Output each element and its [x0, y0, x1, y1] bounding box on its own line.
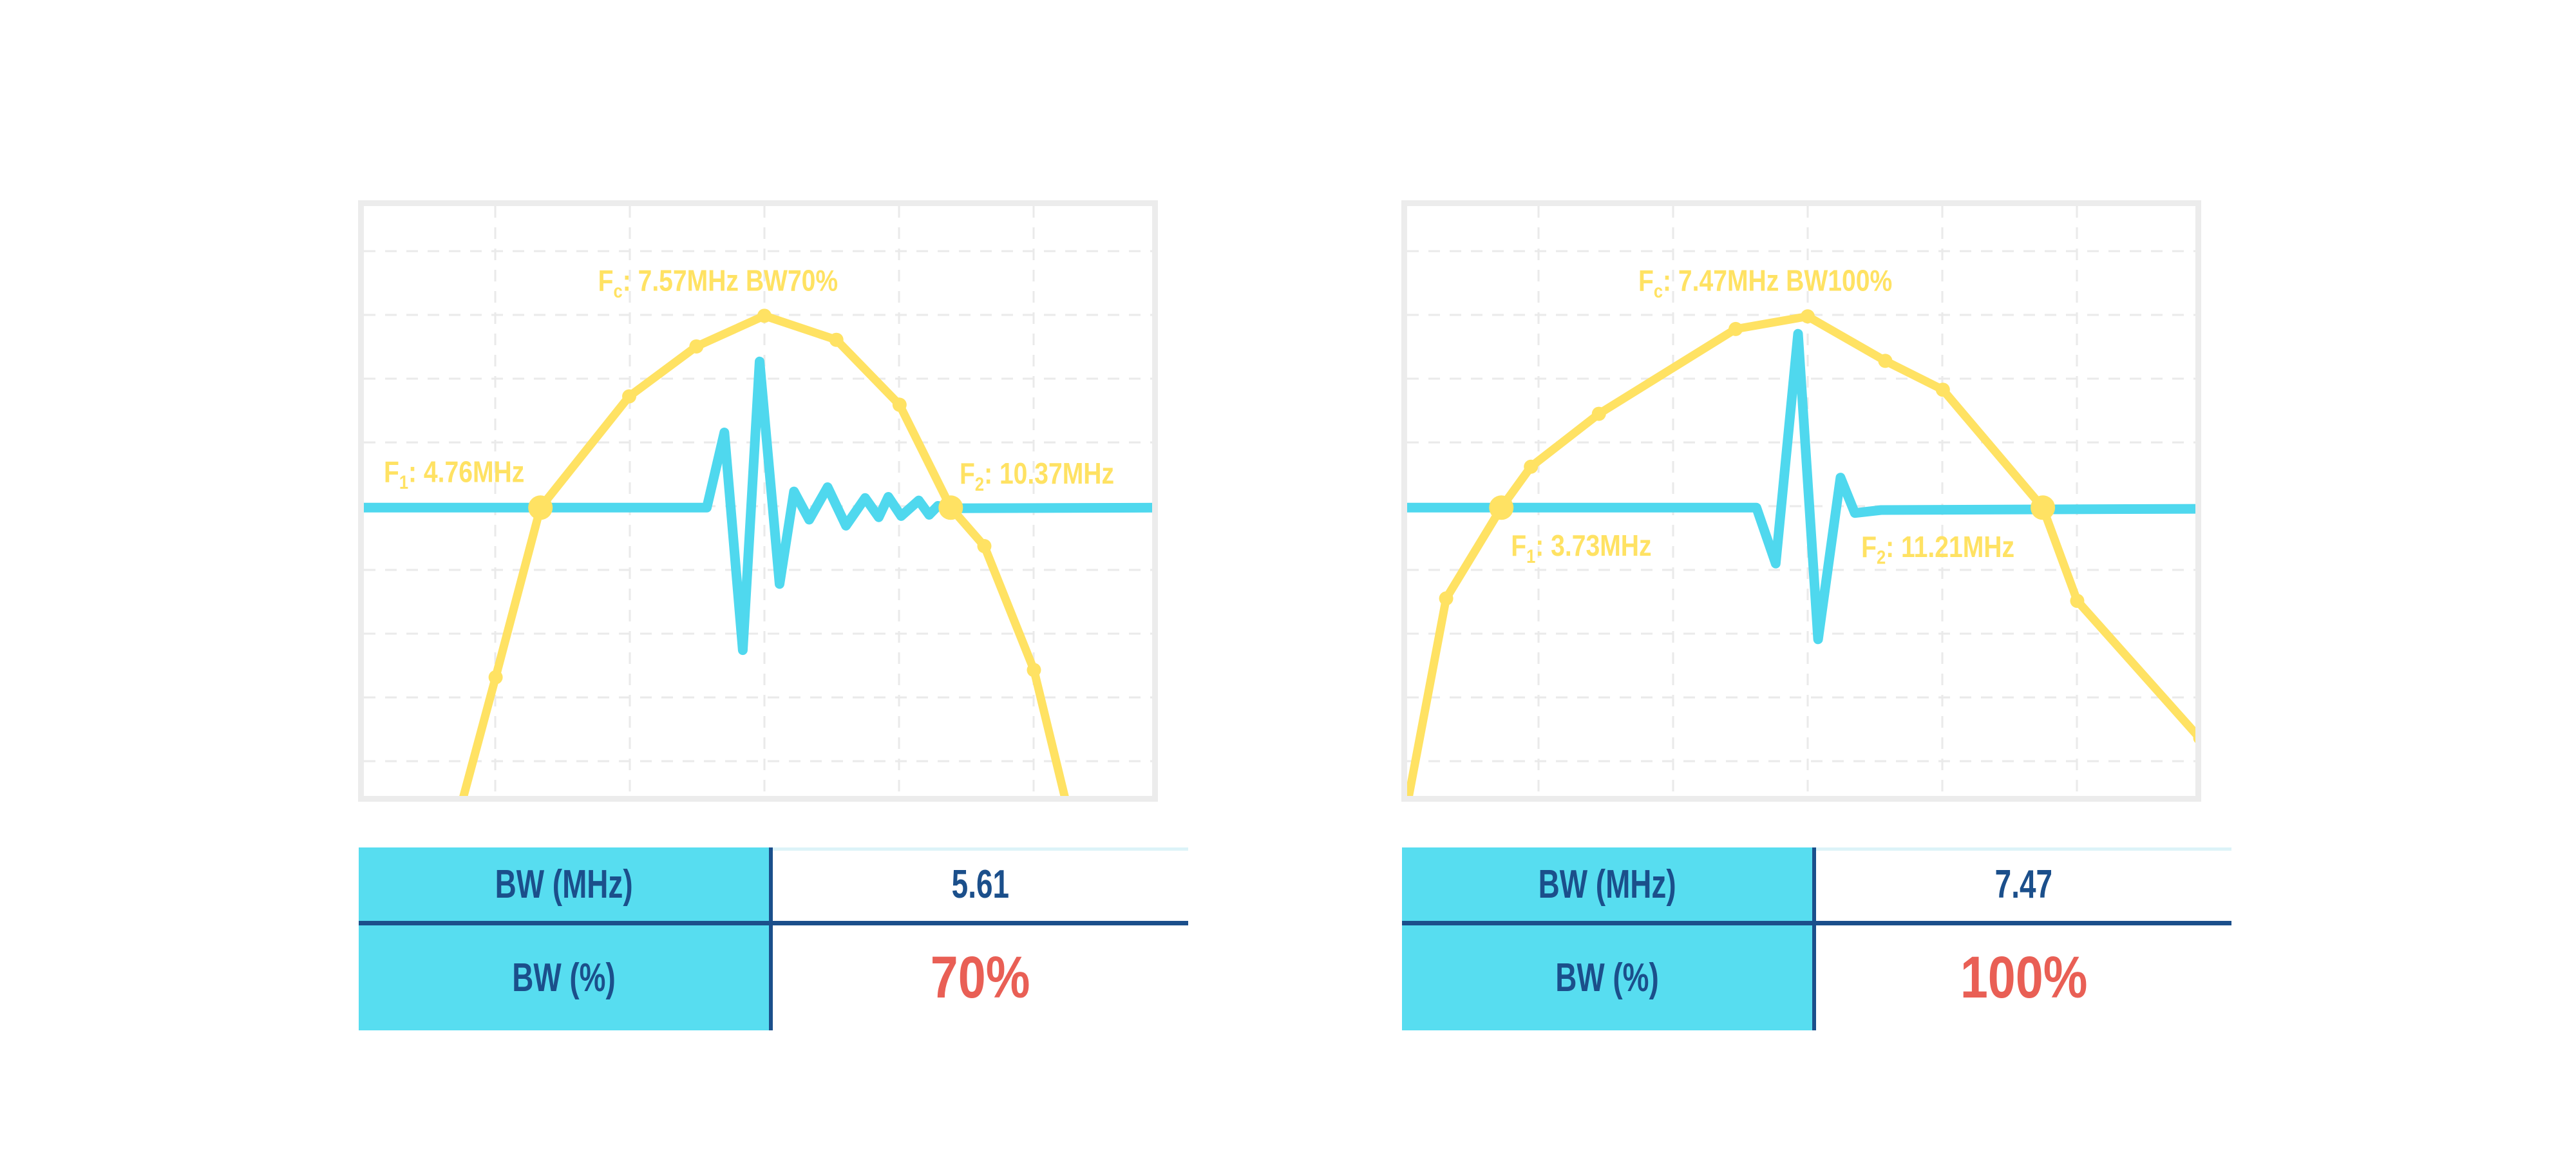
table-value-topline: [769, 847, 1188, 851]
table-vertical-divider: [769, 847, 773, 1030]
chart-bw70: Fc: 7.57MHz BW70% F1: 4.76MHz F2: 10.37MHz: [358, 200, 1158, 802]
chart-border: [1401, 200, 2201, 802]
spectrum-marker: [1728, 321, 1743, 336]
table-percent-text: 100%: [1960, 945, 2088, 1010]
band-edge-marker: [1489, 495, 1514, 520]
table-horizontal-divider: [1402, 921, 2231, 925]
pulse-waveform-line: [358, 356, 1158, 656]
spectrum-marker: [622, 389, 637, 404]
spectrum-marker: [1800, 309, 1815, 324]
spectrum-marker: [1439, 591, 1454, 606]
table-label-text: BW (%): [512, 956, 616, 1000]
chart-svg-bw70: Fc: 7.57MHz BW70% F1: 4.76MHz F2: 10.37MHz: [358, 200, 1158, 802]
chart-bw100: Fc: 7.47MHz BW100% F1: 3.73MHz F2: 11.21MH…: [1401, 200, 2201, 802]
spectrum-marker: [1591, 406, 1606, 421]
table-label-bw-pct: BW (%): [359, 925, 769, 1030]
pulse-waveform-line: [1401, 328, 2201, 645]
table-label-bw-pct: BW (%): [1402, 925, 1812, 1030]
table-value-text: 5.61: [951, 862, 1010, 907]
spectrum-marker: [892, 397, 907, 412]
table-value-bw-mhz: 7.47: [1816, 847, 2231, 921]
spectrum-marker: [1027, 663, 1041, 677]
table-value-bw-pct: 100%: [1816, 925, 2231, 1030]
table-label-bw-mhz: BW (MHz): [1402, 847, 1812, 921]
f2-label: F2: 11.21MHz: [1861, 531, 2014, 568]
chart-border: [358, 200, 1158, 802]
f1-label: F1: 3.73MHz: [1511, 529, 1651, 567]
table-label-text: BW (%): [1555, 956, 1659, 1000]
table-label-text: BW (MHz): [495, 862, 633, 907]
band-edge-marker: [2031, 495, 2056, 520]
bw-table-bw100: BW (MHz) 7.47 BW (%) 100%: [1402, 847, 2231, 1030]
table-percent-text: 70%: [931, 945, 1030, 1010]
chart-svg-bw100: Fc: 7.47MHz BW100% F1: 3.73MHz F2: 11.21MH…: [1401, 200, 2201, 802]
f1-label: F1: 4.76MHz: [384, 455, 524, 493]
f2-label: F2: 10.37MHz: [960, 457, 1114, 495]
table-vertical-divider: [1812, 847, 1816, 1030]
table-horizontal-divider: [359, 921, 1188, 925]
spectrum-marker: [689, 339, 704, 354]
spectrum-marker: [2070, 594, 2085, 609]
table-label-column: [359, 847, 769, 1030]
fc-label: Fc: 7.57MHz BW70%: [598, 264, 838, 301]
spectrum-marker: [977, 539, 992, 554]
table-value-topline: [1812, 847, 2231, 851]
table-value-text: 7.47: [1994, 862, 2053, 907]
spectrum-marker: [829, 332, 844, 347]
fc-label: Fc: 7.47MHz BW100%: [1638, 264, 1892, 301]
spectrum-marker: [1935, 383, 1950, 397]
table-label-column: [1402, 847, 1812, 1030]
table-value-bw-pct: 70%: [773, 925, 1188, 1030]
table-label-bw-mhz: BW (MHz): [359, 847, 769, 921]
spectrum-marker: [1878, 354, 1893, 368]
table-label-text: BW (MHz): [1538, 862, 1676, 907]
spectrum-line: [458, 311, 1070, 802]
spectrum-line: [1403, 312, 2201, 802]
panel-bw100: Fc: 7.47MHz BW100% F1: 3.73MHz F2: 11.21MH…: [1401, 0, 2239, 1154]
band-edge-marker: [938, 495, 963, 520]
table-value-bw-mhz: 5.61: [773, 847, 1188, 921]
panel-bw70: Fc: 7.57MHz BW70% F1: 4.76MHz F2: 10.37MHz…: [358, 0, 1195, 1154]
spectrum-marker: [1524, 459, 1539, 474]
spectrum-marker: [757, 308, 772, 323]
spectrum-marker: [488, 670, 503, 685]
band-edge-marker: [528, 495, 553, 520]
bw-table-bw70: BW (MHz) 5.61 BW (%) 70%: [359, 847, 1188, 1030]
